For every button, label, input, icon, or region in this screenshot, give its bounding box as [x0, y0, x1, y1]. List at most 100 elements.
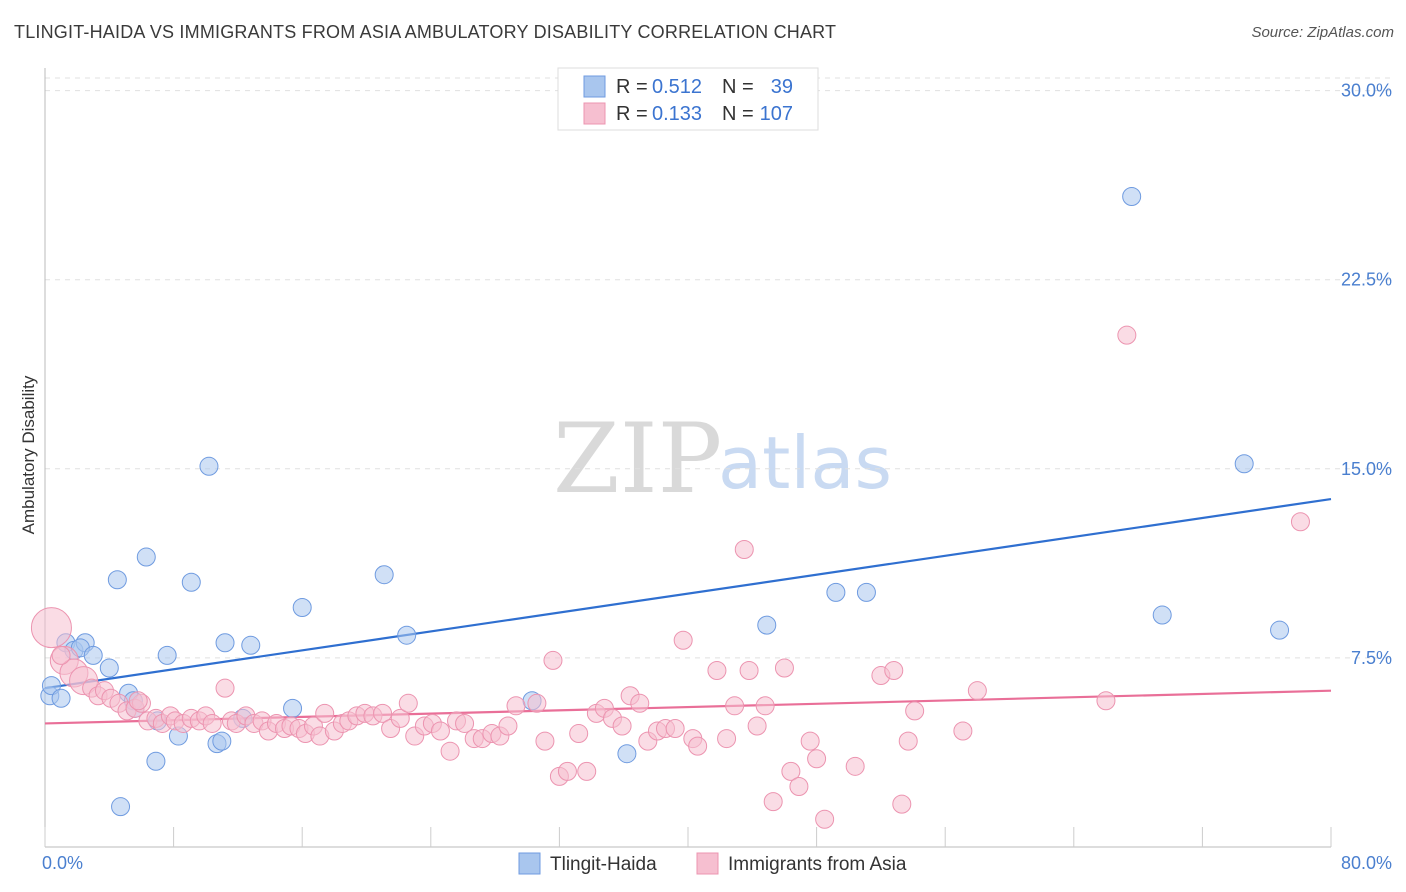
- point-asia-73: [630, 693, 650, 713]
- point-tlingit-34: [856, 582, 876, 602]
- series-swatch-asia: [696, 852, 719, 875]
- point-tlingit-10: [111, 797, 131, 817]
- point-asia-12: [128, 691, 148, 711]
- point-asia-104: [1117, 325, 1137, 345]
- point-asia-71: [612, 716, 632, 736]
- legend-n-value-2: 107: [760, 103, 793, 125]
- point-tlingit-29: [397, 625, 417, 645]
- point-asia-88: [763, 792, 783, 812]
- point-asia-52: [440, 741, 460, 761]
- point-tlingit-32: [757, 615, 777, 635]
- point-tlingit-26: [283, 698, 303, 718]
- point-asia-103: [1096, 691, 1116, 711]
- y-tick-label-3: 30.0%: [1341, 81, 1392, 101]
- axes: [44, 68, 1332, 848]
- point-asia-91: [789, 776, 809, 796]
- legend-n-value-1: 39: [771, 76, 793, 98]
- point-asia-98: [892, 794, 912, 814]
- chart-title: TLINGIT-HAIDA VS IMMIGRANTS FROM ASIA AM…: [14, 22, 837, 42]
- point-asia-44: [373, 703, 393, 723]
- point-asia-92: [800, 731, 820, 751]
- point-tlingit-9: [107, 570, 127, 590]
- point-asia-84: [734, 539, 754, 559]
- legend-r-value-2: 0.133: [652, 103, 702, 125]
- point-tlingit-8: [99, 658, 119, 678]
- point-asia-102: [967, 681, 987, 701]
- point-asia-85: [739, 661, 759, 681]
- legend-r-label-2: R =: [616, 103, 648, 125]
- data-points: [30, 187, 1310, 829]
- point-asia-99: [898, 731, 918, 751]
- point-asia-101: [953, 721, 973, 741]
- watermark-atlas: atlas: [718, 421, 892, 505]
- point-tlingit-22: [212, 731, 232, 751]
- point-asia-54: [455, 713, 475, 733]
- series-label-tlingit: Tlingit-Haida: [550, 854, 657, 875]
- point-tlingit-31: [617, 744, 637, 764]
- point-asia-90: [781, 761, 801, 781]
- point-tlingit-20: [199, 456, 219, 476]
- point-asia-62: [535, 731, 555, 751]
- point-asia-89: [774, 658, 794, 678]
- trend-line-tlingit: [44, 497, 1332, 690]
- point-asia-23: [215, 678, 235, 698]
- point-asia-86: [747, 716, 767, 736]
- point-tlingit-25: [241, 635, 261, 655]
- correlation-legend: R = 0.512 N = 39 R = 0.133 N = 107: [557, 67, 819, 131]
- trend-lines: [44, 497, 1332, 725]
- point-asia-80: [688, 736, 708, 756]
- x-tick-label-min: 0.0%: [42, 853, 83, 873]
- point-asia-0: [30, 607, 72, 649]
- legend-n-label-1: N =: [722, 76, 754, 98]
- legend-r-value-1: 0.512: [652, 76, 702, 98]
- point-asia-87: [755, 696, 775, 716]
- point-tlingit-37: [1234, 454, 1254, 474]
- y-axis-title: Ambulatory Disability: [19, 375, 38, 534]
- point-asia-93: [807, 749, 827, 769]
- point-asia-83: [725, 696, 745, 716]
- point-asia-81: [707, 661, 727, 681]
- point-tlingit-27: [292, 597, 312, 617]
- point-asia-105: [1290, 512, 1310, 532]
- point-asia-22: [202, 713, 222, 733]
- point-tlingit-19: [181, 572, 201, 592]
- series-legend: Tlingit-Haida Immigrants from Asia: [518, 852, 907, 875]
- point-tlingit-2: [51, 688, 71, 708]
- point-asia-78: [673, 630, 693, 650]
- point-asia-37: [315, 703, 335, 723]
- x-tick-label-max: 80.0%: [1341, 853, 1392, 873]
- point-asia-63: [543, 650, 563, 670]
- point-asia-97: [884, 661, 904, 681]
- point-asia-46: [390, 708, 410, 728]
- point-tlingit-17: [157, 645, 177, 665]
- point-tlingit-14: [136, 547, 156, 567]
- point-asia-47: [398, 693, 418, 713]
- legend-r-label-1: R =: [616, 76, 648, 98]
- legend-n-label-2: N =: [722, 103, 754, 125]
- point-asia-67: [577, 761, 597, 781]
- point-tlingit-15: [146, 751, 166, 771]
- y-tick-labels: 7.5% 15.0% 22.5% 30.0%: [1341, 81, 1392, 668]
- point-asia-82: [717, 729, 737, 749]
- point-asia-100: [905, 701, 925, 721]
- point-tlingit-36: [1152, 605, 1172, 625]
- point-tlingit-35: [1122, 187, 1142, 207]
- point-asia-95: [845, 756, 865, 776]
- point-tlingit-33: [826, 582, 846, 602]
- point-asia-77: [665, 718, 685, 738]
- point-tlingit-7: [83, 645, 103, 665]
- y-tick-label-2: 22.5%: [1341, 270, 1392, 290]
- grid-lines: [45, 77, 1392, 659]
- source-label: Source: ZipAtlas.com: [1251, 24, 1394, 41]
- point-asia-61: [527, 693, 547, 713]
- legend-swatch-pink: [583, 102, 606, 125]
- point-asia-106: [51, 645, 71, 665]
- point-tlingit-1: [41, 676, 61, 696]
- point-asia-51: [430, 721, 450, 741]
- point-asia-66: [569, 724, 589, 744]
- point-asia-94: [815, 809, 835, 829]
- point-tlingit-38: [1270, 620, 1290, 640]
- y-tick-label-1: 15.0%: [1341, 459, 1392, 479]
- y-tick-label-0: 7.5%: [1351, 648, 1392, 668]
